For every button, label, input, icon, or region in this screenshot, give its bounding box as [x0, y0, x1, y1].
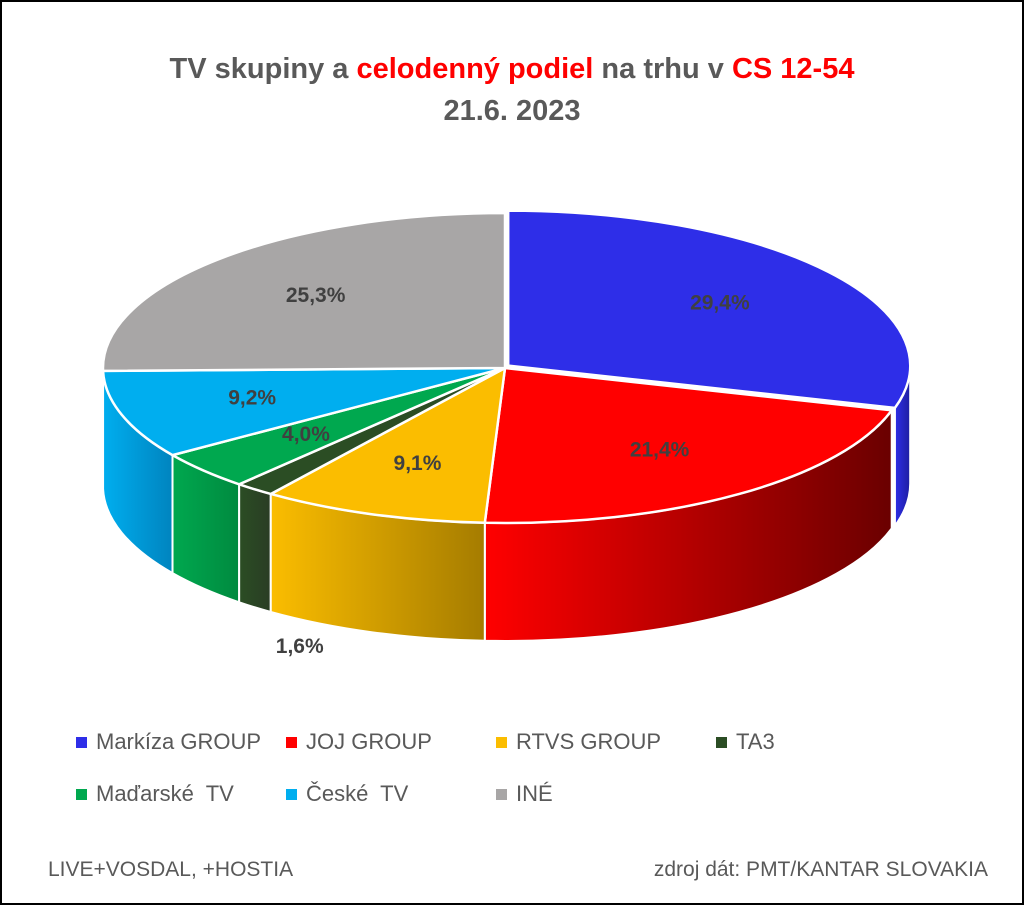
legend-item-joj-group: JOJ GROUP — [286, 728, 432, 756]
legend-label: RTVS GROUP — [516, 729, 662, 754]
slice-rtvs-group — [269, 366, 507, 525]
title-highlight-1: celodenný podiel — [356, 53, 594, 85]
slice-side-ta3 — [238, 483, 272, 613]
slice-ine — [101, 211, 507, 373]
title-part-1: TV skupiny a — [169, 53, 357, 85]
data-label-madarske-tv: 4,0% — [282, 423, 330, 446]
pie-data-labels: 29,4% 21,4% 9,1% 1,6% 4,0% 9,2% 25,3% — [228, 284, 750, 658]
data-label-ine: 25,3% — [286, 284, 346, 307]
data-label-markiza-group: 29,4% — [690, 291, 750, 314]
legend-item-markiza-group: Markíza GROUP — [76, 728, 261, 756]
legend-item-ceske-tv: České TV — [286, 780, 408, 808]
legend-swatch — [496, 788, 507, 800]
legend-label: Maďarské TV — [96, 781, 234, 806]
legend-label: TA3 — [736, 729, 775, 754]
data-label-ta3: 1,6% — [276, 635, 324, 658]
data-label-rtvs-group: 9,1% — [394, 452, 442, 475]
chart-title: TV skupiny a celodenný podiel na trhu v … — [0, 48, 1024, 132]
legend-swatch — [76, 736, 87, 748]
legend-label: INÉ — [516, 781, 553, 806]
slice-markiza-group — [506, 209, 912, 410]
pie-tops — [101, 209, 912, 525]
legend-swatch — [716, 736, 727, 748]
legend-swatch — [76, 788, 87, 800]
title-part-3: na trhu v — [593, 53, 732, 85]
legend: Markíza GROUP JOJ GROUP RTVS GROUP TA3 Maďar… — [76, 728, 976, 818]
legend-item-madarske-tv: Maďarské TV — [76, 780, 234, 808]
legend-label: JOJ GROUP — [306, 729, 432, 754]
data-label-ceske-tv: 9,2% — [228, 387, 276, 410]
legend-label: Markíza GROUP — [96, 729, 262, 754]
footer-note: LIVE+VOSDAL, +HOSTIA — [48, 858, 294, 881]
legend-item-rtvs-group: RTVS GROUP — [496, 728, 661, 756]
data-label-joj-group: 21,4% — [630, 439, 690, 462]
pie-sides — [101, 364, 912, 642]
legend-item-ta3: TA3 — [716, 728, 775, 756]
legend-swatch — [286, 788, 297, 800]
data-source: zdroj dát: PMT/KANTAR SLOVAKIA — [653, 858, 988, 881]
legend-swatch — [286, 736, 297, 748]
slice-joj-group — [483, 366, 893, 525]
legend-item-ine: INÉ — [496, 780, 553, 808]
slice-ceske-tv — [101, 366, 507, 457]
legend-label: České TV — [306, 781, 409, 806]
legend-swatch — [496, 736, 507, 748]
chart-date: 21.6. 2023 — [443, 95, 581, 127]
title-highlight-2: CS 12-54 — [731, 53, 855, 85]
